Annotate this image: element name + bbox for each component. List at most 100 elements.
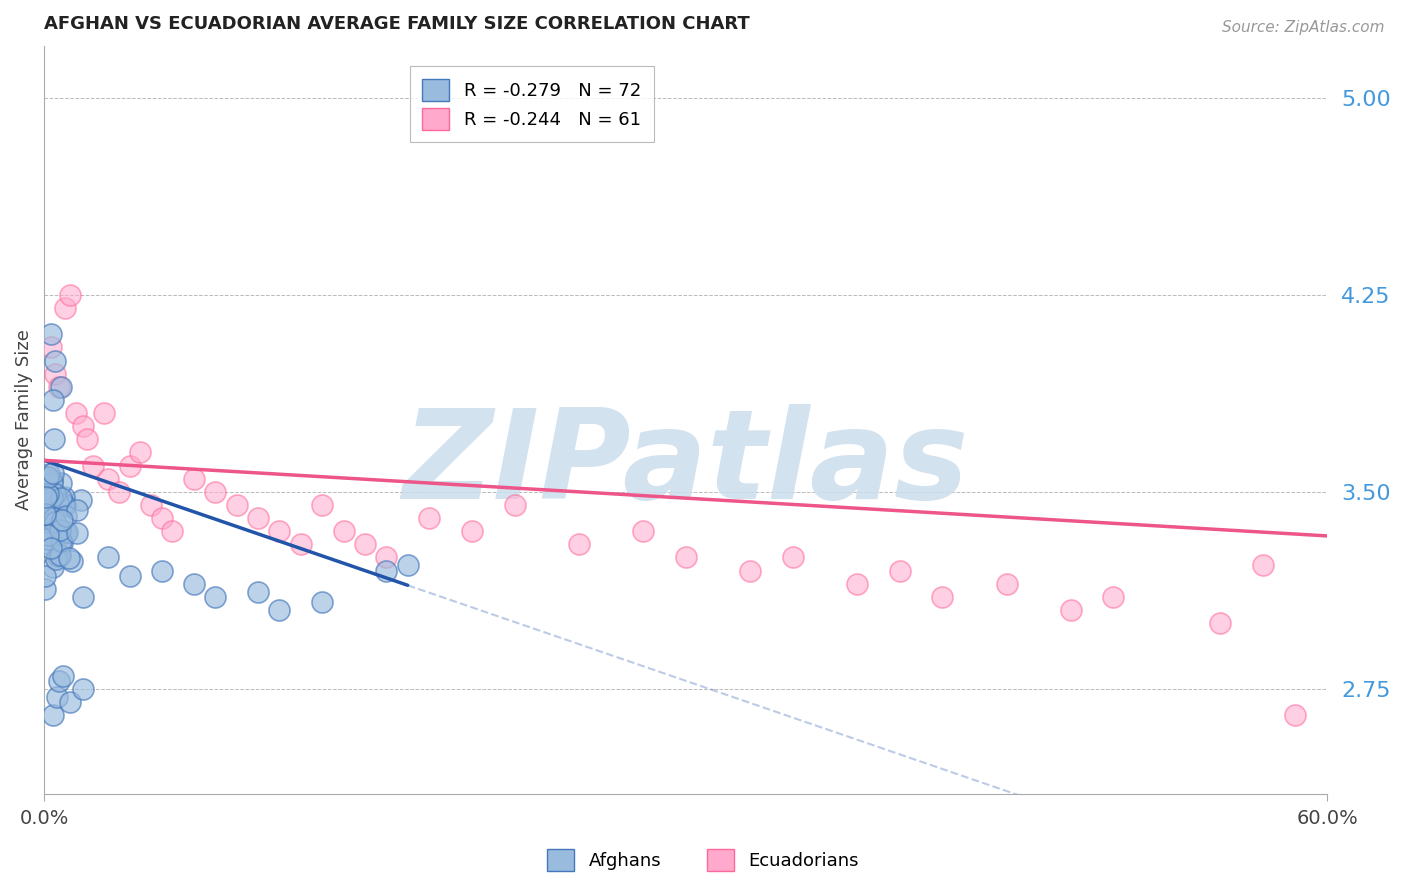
Point — [568, 537, 591, 551]
Point — [52, 497, 75, 511]
Point — [55, 499, 77, 513]
Point — [48, 673, 70, 688]
Point — [97, 472, 120, 486]
Point — [51, 513, 73, 527]
Point — [48, 519, 70, 533]
Point — [41, 707, 63, 722]
Point — [41, 474, 63, 488]
Point — [675, 550, 697, 565]
Point — [70, 493, 93, 508]
Point — [51, 535, 73, 549]
Point — [1209, 616, 1232, 631]
Point — [204, 590, 226, 604]
Point — [93, 406, 115, 420]
Point — [38, 496, 60, 510]
Point — [782, 550, 804, 565]
Point — [41, 490, 63, 504]
Point — [66, 502, 89, 516]
Point — [51, 380, 73, 394]
Point — [49, 475, 72, 490]
Point — [49, 548, 72, 562]
Point — [65, 525, 87, 540]
Point — [44, 516, 66, 530]
Point — [46, 549, 69, 563]
Point — [38, 467, 60, 482]
Point — [37, 535, 59, 549]
Point — [845, 576, 868, 591]
Legend: Afghans, Ecuadorians: Afghans, Ecuadorians — [540, 842, 866, 879]
Point — [34, 491, 56, 506]
Point — [129, 445, 152, 459]
Point — [55, 301, 77, 315]
Point — [42, 528, 65, 542]
Point — [39, 541, 62, 556]
Point — [42, 504, 65, 518]
Point — [39, 341, 62, 355]
Point — [39, 327, 62, 342]
Point — [55, 526, 77, 541]
Point — [72, 419, 94, 434]
Text: Source: ZipAtlas.com: Source: ZipAtlas.com — [1222, 20, 1385, 35]
Point — [118, 458, 141, 473]
Point — [418, 511, 440, 525]
Point — [34, 569, 56, 583]
Point — [35, 491, 58, 505]
Point — [332, 524, 354, 539]
Point — [53, 491, 76, 505]
Point — [48, 380, 70, 394]
Point — [65, 406, 87, 420]
Point — [44, 353, 66, 368]
Point — [46, 690, 69, 704]
Point — [162, 524, 184, 539]
Point — [49, 524, 72, 538]
Point — [39, 494, 62, 508]
Point — [46, 496, 69, 510]
Point — [889, 564, 911, 578]
Text: ZIPatlas: ZIPatlas — [402, 404, 969, 525]
Point — [72, 681, 94, 696]
Point — [183, 472, 205, 486]
Point — [55, 508, 77, 523]
Point — [204, 484, 226, 499]
Point — [52, 524, 75, 539]
Point — [42, 466, 65, 480]
Point — [995, 576, 1018, 591]
Point — [60, 554, 83, 568]
Point — [45, 552, 67, 566]
Point — [49, 534, 72, 549]
Point — [34, 507, 56, 521]
Point — [1251, 558, 1274, 573]
Point — [42, 433, 65, 447]
Point — [150, 564, 173, 578]
Point — [150, 511, 173, 525]
Y-axis label: Average Family Size: Average Family Size — [15, 329, 32, 510]
Point — [59, 695, 82, 709]
Point — [44, 520, 66, 534]
Point — [375, 564, 398, 578]
Point — [42, 484, 65, 499]
Point — [1060, 603, 1083, 617]
Point — [1102, 590, 1125, 604]
Point — [37, 532, 59, 546]
Point — [396, 558, 419, 573]
Point — [72, 590, 94, 604]
Point — [49, 491, 72, 505]
Point — [44, 367, 66, 381]
Point — [183, 576, 205, 591]
Point — [58, 550, 80, 565]
Point — [503, 498, 526, 512]
Point — [931, 590, 953, 604]
Point — [269, 603, 291, 617]
Text: AFGHAN VS ECUADORIAN AVERAGE FAMILY SIZE CORRELATION CHART: AFGHAN VS ECUADORIAN AVERAGE FAMILY SIZE… — [44, 15, 749, 33]
Point — [118, 569, 141, 583]
Point — [461, 524, 484, 539]
Point — [631, 524, 654, 539]
Point — [246, 511, 269, 525]
Point — [41, 476, 63, 491]
Point — [44, 487, 66, 501]
Point — [37, 487, 59, 501]
Point — [41, 560, 63, 574]
Point — [311, 595, 333, 609]
Point — [55, 525, 77, 540]
Point — [97, 550, 120, 565]
